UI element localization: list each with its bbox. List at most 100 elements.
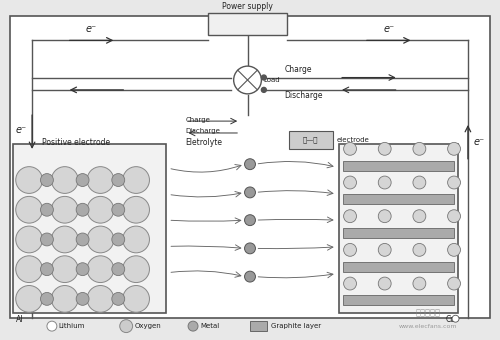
- Text: e⁻: e⁻: [473, 137, 484, 147]
- Circle shape: [52, 226, 78, 253]
- Circle shape: [52, 197, 78, 223]
- Circle shape: [244, 215, 256, 226]
- Circle shape: [122, 167, 150, 193]
- Circle shape: [244, 271, 256, 282]
- Circle shape: [120, 320, 132, 333]
- Text: Graphite layer: Graphite layer: [271, 323, 321, 329]
- Circle shape: [378, 210, 391, 223]
- Circle shape: [40, 203, 54, 216]
- Bar: [343, 194, 454, 204]
- Circle shape: [244, 187, 256, 198]
- Circle shape: [344, 243, 356, 256]
- Circle shape: [188, 321, 198, 331]
- Circle shape: [52, 286, 78, 312]
- Bar: [14, 144, 166, 313]
- Text: e⁻: e⁻: [16, 124, 27, 135]
- Circle shape: [122, 226, 150, 253]
- Bar: [343, 295, 454, 305]
- Bar: [343, 228, 454, 238]
- Circle shape: [448, 243, 460, 256]
- Circle shape: [87, 197, 114, 223]
- Circle shape: [112, 263, 124, 276]
- Circle shape: [40, 292, 54, 305]
- Text: 电子发烧友: 电子发烧友: [416, 308, 441, 317]
- Circle shape: [76, 203, 89, 216]
- Circle shape: [112, 233, 124, 246]
- Circle shape: [378, 277, 391, 290]
- Circle shape: [452, 315, 459, 322]
- Text: Power supply: Power supply: [222, 2, 273, 11]
- Circle shape: [262, 75, 266, 80]
- Text: Lithium: Lithium: [59, 323, 85, 329]
- Circle shape: [112, 174, 124, 186]
- Circle shape: [413, 210, 426, 223]
- Circle shape: [122, 256, 150, 283]
- Circle shape: [87, 226, 114, 253]
- Text: Charge: Charge: [186, 117, 210, 123]
- Text: Load: Load: [264, 77, 280, 83]
- Circle shape: [52, 167, 78, 193]
- Circle shape: [40, 263, 54, 276]
- Circle shape: [413, 176, 426, 189]
- Circle shape: [344, 142, 356, 155]
- Circle shape: [344, 176, 356, 189]
- Bar: [339, 144, 458, 313]
- Text: Discharge: Discharge: [186, 129, 220, 134]
- Circle shape: [16, 256, 42, 283]
- Circle shape: [87, 256, 114, 283]
- Circle shape: [262, 87, 266, 92]
- Text: 下—次: 下—次: [303, 137, 318, 143]
- Text: Charge: Charge: [284, 65, 312, 73]
- Text: Positive electrode: Positive electrode: [42, 138, 110, 147]
- Circle shape: [413, 277, 426, 290]
- Circle shape: [378, 243, 391, 256]
- Circle shape: [244, 243, 256, 254]
- Text: electrode: electrode: [336, 137, 370, 143]
- Circle shape: [112, 292, 124, 305]
- Circle shape: [76, 292, 89, 305]
- Circle shape: [344, 277, 356, 290]
- Text: e⁻: e⁻: [86, 24, 97, 34]
- Circle shape: [112, 203, 124, 216]
- Circle shape: [76, 263, 89, 276]
- Circle shape: [16, 226, 42, 253]
- Circle shape: [87, 286, 114, 312]
- Circle shape: [448, 176, 460, 189]
- Circle shape: [52, 256, 78, 283]
- Circle shape: [244, 159, 256, 170]
- Circle shape: [413, 243, 426, 256]
- Text: Discharge: Discharge: [284, 91, 323, 100]
- Circle shape: [76, 233, 89, 246]
- Circle shape: [234, 66, 262, 94]
- Bar: [343, 161, 454, 171]
- Circle shape: [122, 286, 150, 312]
- Text: Metal: Metal: [200, 323, 219, 329]
- Circle shape: [76, 174, 89, 186]
- Bar: [208, 13, 287, 35]
- Circle shape: [16, 286, 42, 312]
- Circle shape: [122, 197, 150, 223]
- Text: Al: Al: [16, 315, 23, 324]
- Circle shape: [448, 210, 460, 223]
- Bar: [343, 262, 454, 272]
- Circle shape: [413, 142, 426, 155]
- Bar: [10, 16, 490, 318]
- Bar: [250, 321, 268, 331]
- Circle shape: [87, 167, 114, 193]
- Text: Oxygen: Oxygen: [134, 323, 162, 329]
- Circle shape: [16, 167, 42, 193]
- Text: e⁻: e⁻: [383, 24, 394, 34]
- Circle shape: [378, 142, 391, 155]
- Circle shape: [40, 174, 54, 186]
- Circle shape: [448, 277, 460, 290]
- Circle shape: [378, 176, 391, 189]
- Text: Cu: Cu: [446, 315, 456, 324]
- Circle shape: [47, 321, 57, 331]
- Circle shape: [40, 233, 54, 246]
- Circle shape: [448, 142, 460, 155]
- Text: www.elecfans.com: www.elecfans.com: [399, 324, 458, 329]
- Circle shape: [344, 210, 356, 223]
- Circle shape: [16, 197, 42, 223]
- FancyBboxPatch shape: [288, 131, 333, 149]
- Text: Eletrolyte: Eletrolyte: [186, 138, 222, 147]
